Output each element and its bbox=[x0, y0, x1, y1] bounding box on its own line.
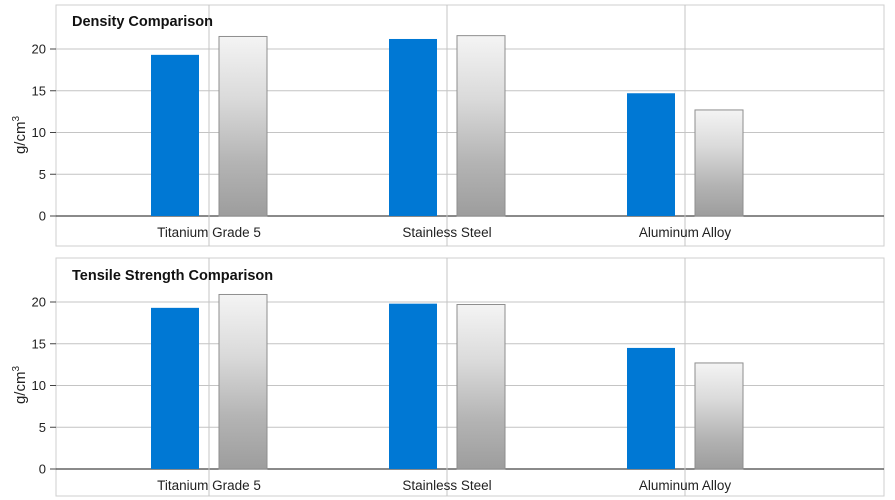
y-tick-label: 20 bbox=[32, 42, 46, 57]
y-tick-label: 5 bbox=[39, 420, 46, 435]
bar-titanium-grade-5-blue bbox=[151, 307, 199, 469]
x-tick-label: Aluminum Alloy bbox=[639, 225, 732, 240]
y-ticks: 0 5 10 15 20 bbox=[32, 295, 56, 477]
bar-stainless-steel-blue bbox=[389, 38, 437, 217]
bar-stainless-steel-gray bbox=[456, 304, 506, 470]
y-tick-label: 0 bbox=[39, 462, 46, 477]
bar-aluminum-alloy-gray bbox=[694, 362, 744, 470]
chart-title: Tensile Strength Comparison bbox=[72, 268, 273, 284]
x-tick-label: Stainless Steel bbox=[402, 478, 491, 493]
y-tick-label: 10 bbox=[32, 125, 46, 140]
chart-title: Density Comparison bbox=[72, 14, 213, 30]
bar-titanium-grade-5-gray bbox=[218, 293, 268, 470]
x-tick-label: Titanium Grade 5 bbox=[157, 478, 261, 493]
tensile-strength-chart-panel: 0 5 10 15 20 Titanium Grade 5 Stainless Steel… bbox=[11, 257, 885, 497]
y-ticks: 0 5 10 15 20 bbox=[32, 42, 56, 224]
x-tick-label: Titanium Grade 5 bbox=[157, 225, 261, 240]
bar-aluminum-alloy-blue bbox=[627, 93, 675, 216]
y-tick-label: 10 bbox=[32, 378, 46, 393]
bar-aluminum-alloy-blue bbox=[627, 347, 675, 469]
y-tick-label: 15 bbox=[32, 336, 46, 351]
y-axis-label-superscript: 3 bbox=[11, 366, 22, 372]
y-tick-label: 15 bbox=[32, 83, 46, 98]
bar-titanium-grade-5-gray bbox=[218, 35, 268, 217]
y-tick-label: 0 bbox=[39, 209, 46, 224]
bar-aluminum-alloy-gray bbox=[694, 109, 744, 217]
bar-stainless-steel-blue bbox=[389, 303, 437, 469]
bar-stainless-steel-gray bbox=[456, 35, 506, 217]
x-tick-label: Stainless Steel bbox=[402, 225, 491, 240]
x-tick-label: Aluminum Alloy bbox=[639, 478, 732, 493]
bars bbox=[151, 293, 744, 470]
x-ticks: Titanium Grade 5 Stainless Steel Aluminum … bbox=[157, 478, 731, 493]
bars bbox=[151, 35, 744, 217]
y-axis-label: g/cm3 bbox=[11, 366, 29, 405]
density-chart-panel: 0 5 10 15 20 Titanium Grade 5 Stainless Steel… bbox=[11, 4, 885, 247]
x-ticks: Titanium Grade 5 Stainless Steel Aluminum … bbox=[157, 225, 731, 240]
y-axis-label-superscript: 3 bbox=[11, 116, 22, 122]
y-tick-label: 5 bbox=[39, 167, 46, 182]
bar-titanium-grade-5-blue bbox=[151, 54, 199, 216]
y-axis-label: g/cm3 bbox=[11, 116, 29, 155]
y-tick-label: 20 bbox=[32, 295, 46, 310]
